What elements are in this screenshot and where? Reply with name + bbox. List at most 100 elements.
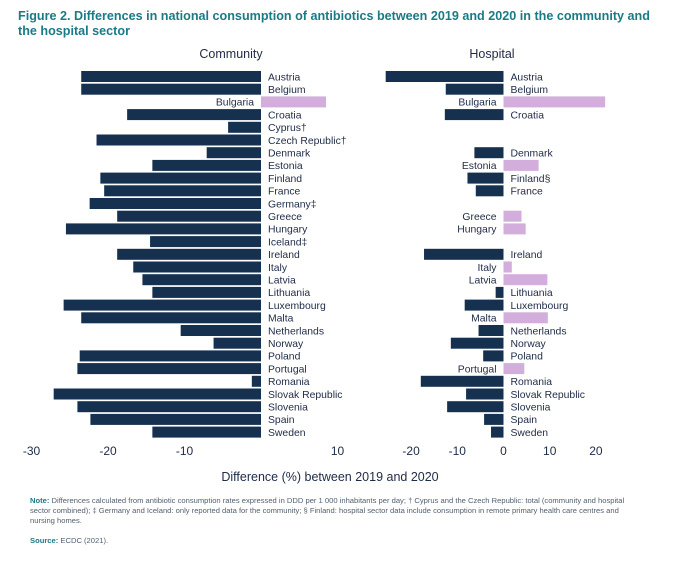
hospital-bar-latvia	[503, 274, 548, 286]
community-label-estonia: Estonia	[268, 161, 303, 172]
community-bar-italy	[133, 261, 261, 273]
community-tick-label: 10	[331, 444, 345, 458]
community-bar-sweden	[152, 426, 261, 438]
hospital-bar-spain	[484, 413, 504, 425]
community-bar-romania	[251, 375, 261, 387]
figure-title: Figure 2. Differences in national consum…	[18, 9, 650, 38]
community-label-bulgaria: Bulgaria	[216, 98, 254, 109]
community-label-malta: Malta	[268, 314, 294, 325]
hospital-bar-belgium	[445, 83, 504, 95]
community-label-france: France	[268, 187, 301, 198]
hospital-label-slovenia: Slovenia	[511, 403, 551, 414]
hospital-label-croatia: Croatia	[511, 110, 545, 121]
community-label-slovak-republic: Slovak Republic	[268, 390, 343, 401]
community-label-ireland: Ireland	[268, 250, 300, 261]
community-label-poland: Poland	[268, 352, 301, 363]
community-label-netherlands: Netherlands	[268, 326, 324, 337]
hospital-bar-malta	[503, 312, 548, 324]
community-bar-ireland	[117, 248, 262, 260]
hospital-bar-ireland	[424, 248, 504, 260]
hospital-bar-croatia	[444, 109, 504, 121]
community-label-norway: Norway	[268, 339, 304, 350]
hospital-label-bulgaria: Bulgaria	[458, 98, 496, 109]
community-panel-title: Community	[199, 47, 263, 61]
hospital-bar-estonia	[503, 159, 539, 171]
community-bar-latvia	[142, 274, 261, 286]
community-bar-luxembourg	[63, 299, 261, 311]
community-bar-estonia	[152, 159, 261, 171]
hospital-label-sweden: Sweden	[511, 428, 549, 439]
hospital-label-malta: Malta	[471, 314, 497, 325]
community-label-slovenia: Slovenia	[268, 403, 308, 414]
hospital-tick-label: -20	[402, 444, 420, 458]
community-bar-denmark	[206, 147, 261, 159]
community-ticks: -30 -20 -10 10	[23, 444, 345, 458]
community-label-luxembourg: Luxembourg	[268, 301, 326, 312]
community-bar-iceland	[150, 236, 261, 248]
community-bar-poland	[79, 350, 261, 362]
hospital-label-slovak-republic: Slovak Republic	[511, 390, 586, 401]
hospital-panel: Hospital Austria Belgium Bulgaria Croatia De…	[385, 47, 606, 458]
community-bar-croatia	[127, 109, 261, 121]
hospital-label-norway: Norway	[511, 339, 547, 350]
community-bar-spain	[90, 413, 261, 425]
source-label: Source:	[30, 536, 59, 545]
community-bar-portugal	[77, 363, 262, 375]
hospital-bar-romania	[420, 375, 504, 387]
hospital-tick-label: -10	[449, 444, 467, 458]
community-bar-malta	[81, 312, 261, 324]
source: Source: ECDC (2021).	[30, 536, 108, 545]
x-axis-label: Difference (%) between 2019 and 2020	[221, 470, 438, 484]
community-label-denmark: Denmark	[268, 149, 311, 160]
community-panel: Community Austria Belgium Bulgaria Croatia C…	[23, 47, 347, 458]
hospital-bar-hungary	[503, 223, 526, 235]
hospital-bar-portugal	[503, 363, 525, 375]
hospital-bar-france	[475, 185, 504, 197]
community-label-croatia: Croatia	[268, 110, 302, 121]
community-label-germany: Germany‡	[268, 199, 317, 210]
hospital-label-hungary: Hungary	[457, 225, 497, 236]
hospital-bars: Austria Belgium Bulgaria Croatia Denmark Esto…	[385, 71, 606, 439]
hospital-bar-italy	[503, 261, 512, 273]
community-bars: Austria Belgium Bulgaria Croatia Cyprus† Czec…	[53, 71, 347, 439]
hospital-label-greece: Greece	[462, 212, 496, 223]
community-bar-germany	[89, 198, 261, 209]
community-bar-france	[104, 185, 261, 197]
hospital-label-luxembourg: Luxembourg	[511, 301, 569, 312]
hospital-tick-label: 0	[500, 444, 507, 458]
hospital-bar-netherlands	[478, 325, 504, 336]
hospital-label-italy: Italy	[477, 263, 497, 274]
hospital-label-lithuania: Lithuania	[511, 288, 553, 299]
hospital-label-spain: Spain	[511, 415, 538, 426]
community-bar-greece	[117, 210, 262, 222]
hospital-label-denmark: Denmark	[511, 149, 554, 160]
community-bar-slovenia	[77, 401, 262, 413]
community-tick-label: -10	[176, 444, 194, 458]
community-label-spain: Spain	[268, 415, 295, 426]
hospital-label-ireland: Ireland	[511, 250, 543, 261]
community-label-portugal: Portugal	[268, 364, 307, 375]
community-bar-czech-republic	[96, 134, 262, 146]
hospital-label-netherlands: Netherlands	[511, 326, 567, 337]
hospital-label-poland: Poland	[511, 352, 544, 363]
hospital-tick-label: 10	[543, 444, 557, 458]
note-text: Differences calculated from antibiotic c…	[30, 496, 625, 525]
community-bar-belgium	[81, 83, 261, 95]
community-tick-label: -30	[23, 444, 41, 458]
hospital-bar-sweden	[491, 426, 504, 438]
hospital-ticks: -20 -10 0 10 20	[402, 444, 602, 458]
hospital-bar-bulgaria	[503, 96, 606, 108]
community-label-iceland: Iceland‡	[268, 237, 308, 248]
hospital-panel-title: Hospital	[469, 47, 514, 61]
community-bar-slovak-republic	[53, 388, 262, 400]
hospital-bar-austria	[385, 71, 504, 82]
note-label: Note:	[30, 496, 50, 505]
hospital-bar-finland	[467, 172, 504, 184]
community-tick-label: -20	[99, 444, 117, 458]
note: Note: Differences calculated from antibi…	[30, 496, 630, 526]
hospital-bar-poland	[483, 350, 504, 362]
community-label-latvia: Latvia	[268, 276, 296, 287]
hospital-label-france: France	[511, 187, 544, 198]
community-bar-finland	[100, 172, 261, 184]
community-label-lithuania: Lithuania	[268, 288, 310, 299]
